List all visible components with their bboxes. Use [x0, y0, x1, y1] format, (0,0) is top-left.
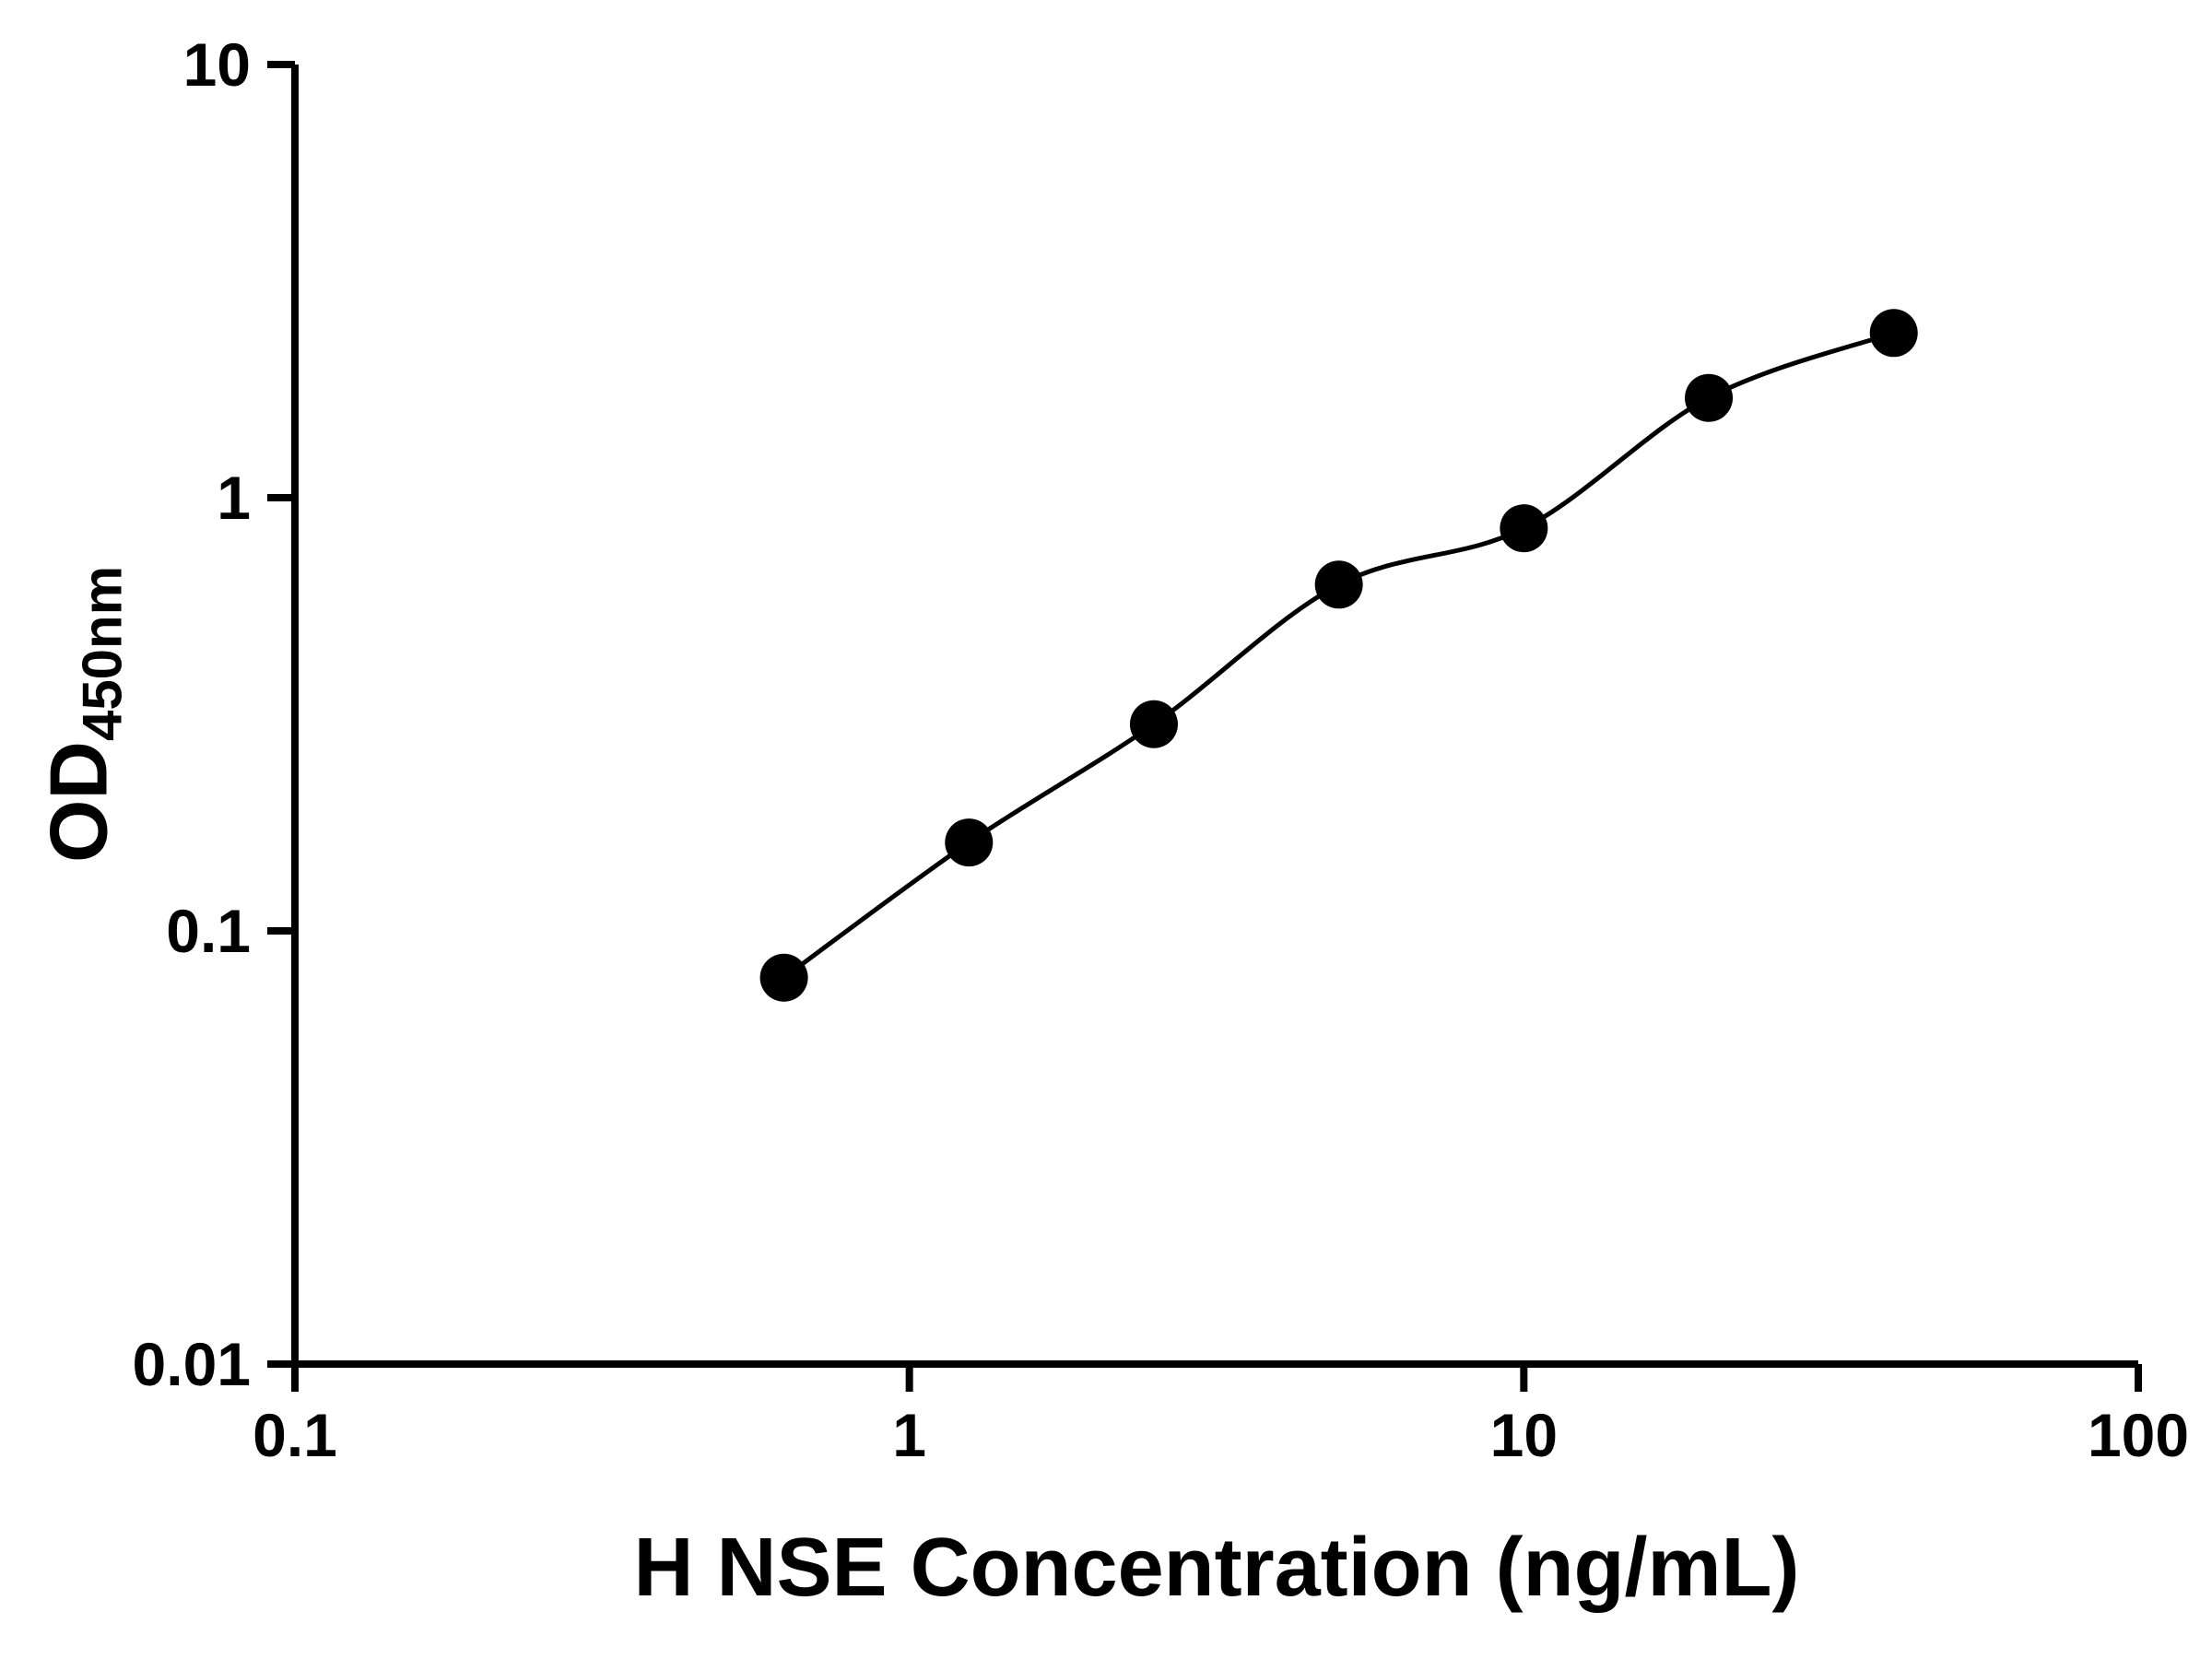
data-point: [1314, 560, 1363, 609]
data-point: [1869, 309, 1918, 358]
axes-spine: [291, 65, 2138, 1368]
x-tick-label: 1: [892, 1401, 926, 1469]
x-tick-label: 10: [1490, 1401, 1558, 1469]
data-point: [759, 953, 808, 1002]
y-tick-label: 1: [217, 464, 251, 532]
y-tick-label: 10: [183, 30, 251, 99]
y-axis-title-main: OD: [32, 741, 124, 864]
x-tick-label: 100: [2088, 1401, 2189, 1469]
data-point: [1129, 700, 1178, 748]
data-point: [1500, 504, 1548, 553]
x-axis-title: H NSE Concentration (ng/mL): [633, 1522, 1800, 1614]
data-point: [1685, 373, 1734, 422]
y-axis-title: OD450nm: [32, 566, 135, 863]
y-tick-label: 0.01: [133, 1330, 251, 1398]
x-tick-label: 0.1: [253, 1401, 337, 1469]
data-point: [945, 818, 994, 867]
y-axis-title-sub: 450nm: [71, 565, 134, 742]
y-tick-label: 0.1: [166, 897, 251, 965]
fit-curve: [782, 330, 1895, 980]
